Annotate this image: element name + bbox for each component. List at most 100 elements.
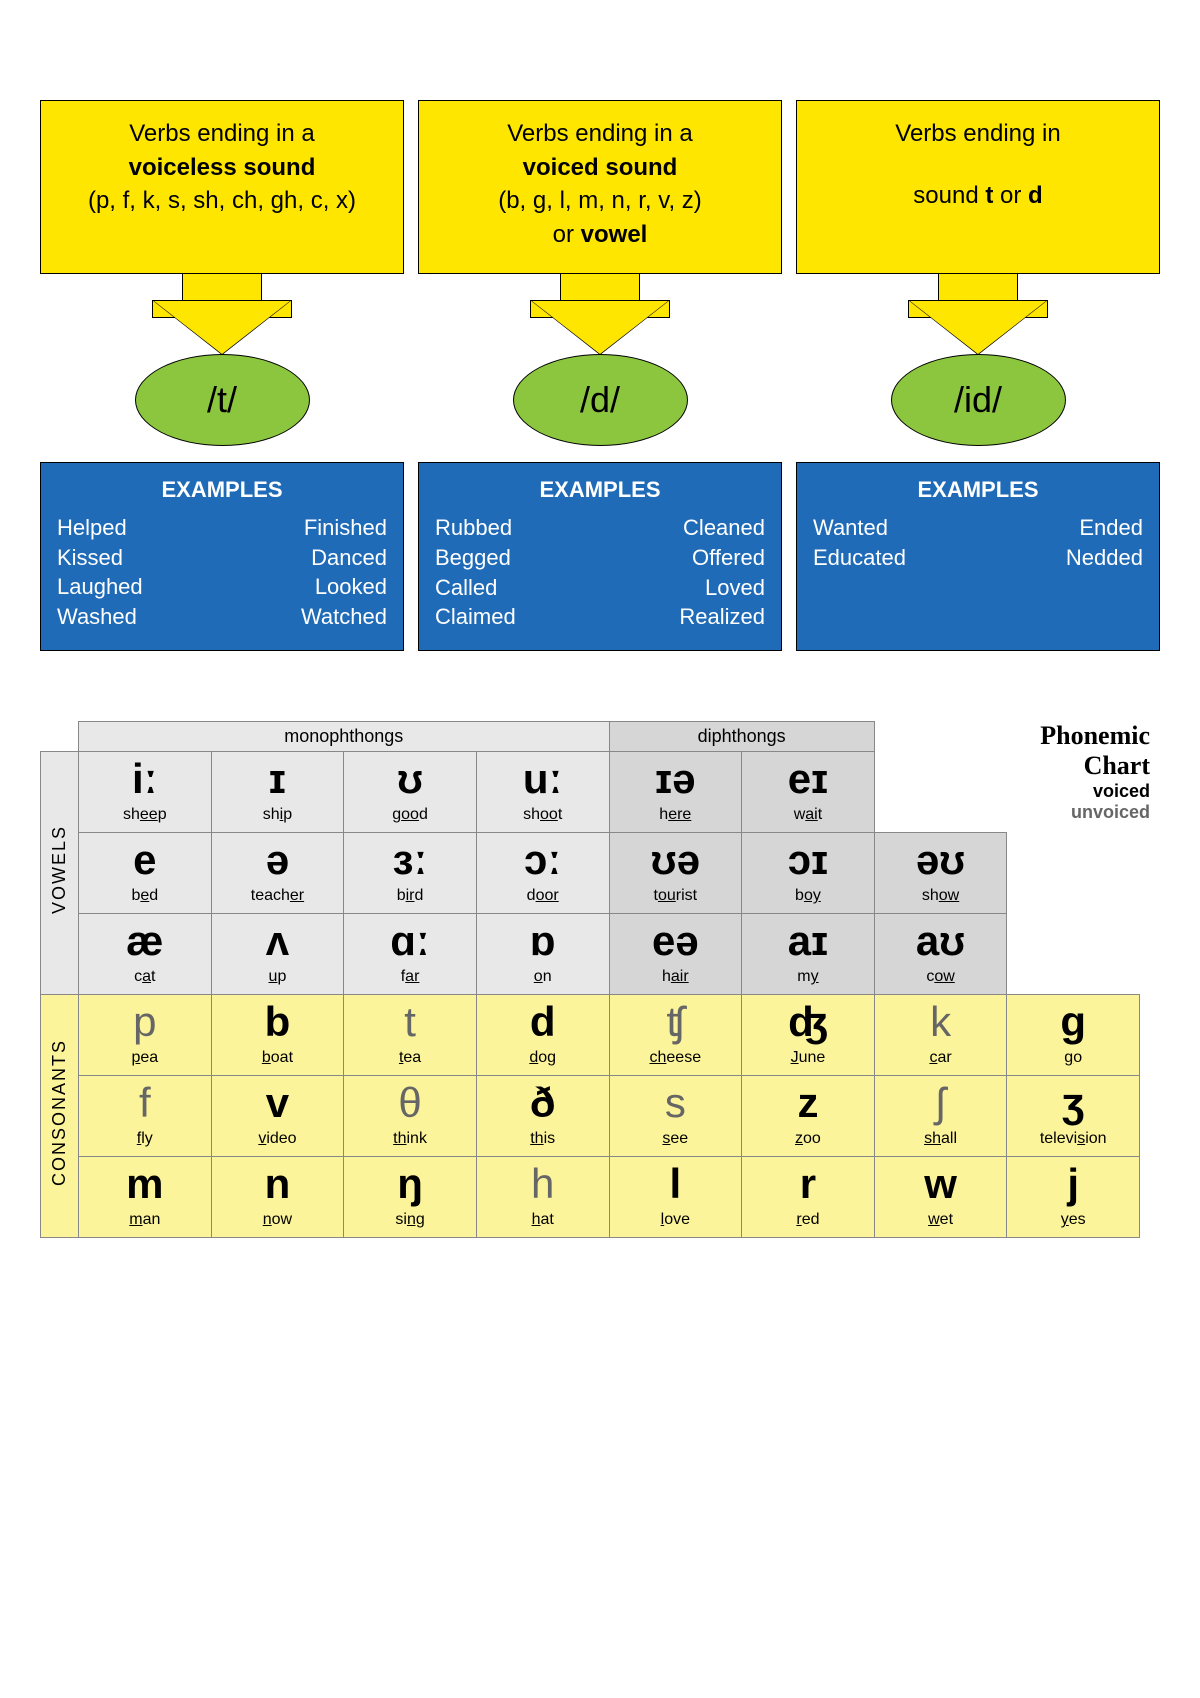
phoneme-cell-vm21: ʌ up xyxy=(211,914,344,995)
phoneme-cell-c12: θ think xyxy=(344,1076,477,1157)
phoneme-cell-empty xyxy=(1007,833,1140,914)
phoneme-cell-vm03: uː shoot xyxy=(476,752,609,833)
rules-row: Verbs ending in a voiceless sound (p, f,… xyxy=(40,100,1160,651)
phoneme-cell-vd01: eɪ wait xyxy=(742,752,875,833)
rule-bold: voiced sound xyxy=(523,154,678,181)
phoneme-cell-empty xyxy=(874,752,1007,833)
phoneme-cell-vm00: iː sheep xyxy=(79,752,212,833)
header-monophthongs: monophthongs xyxy=(79,722,610,752)
phoneme-cell-c10: f fly xyxy=(79,1076,212,1157)
sound-ellipse-t: /t/ xyxy=(135,354,310,446)
phoneme-cell-c01: b boat xyxy=(211,995,344,1076)
examples-right-t: FinishedDancedLookedWatched xyxy=(301,513,387,632)
phoneme-cell-c25: r red xyxy=(742,1157,875,1238)
rule-box-d: Verbs ending in a voiced sound (b, g, l,… xyxy=(418,100,782,274)
phonemic-body: VOWELS iː sheep ɪ ship ʊ good uː shoot ɪ… xyxy=(41,752,1140,1238)
chart-title-l2: Chart xyxy=(1040,751,1150,781)
phoneme-cell-c26: w wet xyxy=(874,1157,1007,1238)
rule-line: sound xyxy=(913,182,985,209)
phoneme-cell-vd11: ɔɪ boy xyxy=(742,833,875,914)
phoneme-cell-vd10: ʊə tourist xyxy=(609,833,742,914)
phoneme-cell-vd20: eə hair xyxy=(609,914,742,995)
phoneme-cell-empty xyxy=(1007,914,1140,995)
corner-empty xyxy=(41,722,79,752)
phoneme-cell-c03: d dog xyxy=(476,995,609,1076)
chart-title-unvoiced: unvoiced xyxy=(1040,802,1150,823)
phoneme-cell-c05: ʤ June xyxy=(742,995,875,1076)
sound-ellipse-d: /d/ xyxy=(513,354,688,446)
examples-right-d: CleanedOfferedLovedRealized xyxy=(679,513,765,632)
phoneme-cell-c16: ʃ shall xyxy=(874,1076,1007,1157)
phonemic-chart-title: Phonemic Chart voiced unvoiced xyxy=(1040,721,1150,823)
rule-bold: voiceless sound xyxy=(129,154,316,181)
rule-column-id: Verbs ending in sound t or d /id/ EXAMPL… xyxy=(796,100,1160,651)
examples-title: EXAMPLES xyxy=(57,477,387,503)
rule-line: or xyxy=(553,221,581,248)
phoneme-cell-c24: l love xyxy=(609,1157,742,1238)
rule-box-t: Verbs ending in a voiceless sound (p, f,… xyxy=(40,100,404,274)
arrow-icon xyxy=(418,274,782,364)
phoneme-cell-vm01: ɪ ship xyxy=(211,752,344,833)
rule-line: Verbs ending in a xyxy=(431,117,769,151)
examples-title: EXAMPLES xyxy=(813,477,1143,503)
phoneme-cell-c13: ð this xyxy=(476,1076,609,1157)
phoneme-cell-vm10: e bed xyxy=(79,833,212,914)
examples-left-d: RubbedBeggedCalledClaimed xyxy=(435,513,516,632)
arrow-icon xyxy=(40,274,404,364)
phoneme-cell-vm02: ʊ good xyxy=(344,752,477,833)
phoneme-cell-c17: ʒ television xyxy=(1007,1076,1140,1157)
phoneme-cell-vm12: ɜː bird xyxy=(344,833,477,914)
rule-line: (b, g, l, m, n, r, v, z) xyxy=(431,184,769,218)
rule-line: Verbs ending in a xyxy=(53,117,391,151)
arrow-icon xyxy=(796,274,1160,364)
phoneme-cell-vd12: əʊ show xyxy=(874,833,1007,914)
rule-line: (p, f, k, s, sh, ch, gh, c, x) xyxy=(53,184,391,218)
phoneme-cell-c06: k car xyxy=(874,995,1007,1076)
rule-box-id: Verbs ending in sound t or d xyxy=(796,100,1160,274)
examples-right-id: EndedNedded xyxy=(1066,513,1143,572)
phoneme-cell-c15: z zoo xyxy=(742,1076,875,1157)
phoneme-cell-c21: n now xyxy=(211,1157,344,1238)
examples-left-t: HelpedKissedLaughedWashed xyxy=(57,513,143,632)
phoneme-cell-vm20: æ cat xyxy=(79,914,212,995)
phoneme-cell-vd22: aʊ cow xyxy=(874,914,1007,995)
sound-text: /t/ xyxy=(207,379,237,421)
phoneme-cell-vm13: ɔː door xyxy=(476,833,609,914)
phoneme-cell-vd00: ɪə here xyxy=(609,752,742,833)
phoneme-cell-c07: g go xyxy=(1007,995,1140,1076)
phoneme-cell-vd21: aɪ my xyxy=(742,914,875,995)
sound-text: /d/ xyxy=(580,379,620,421)
sound-text: /id/ xyxy=(954,379,1002,421)
phoneme-cell-c22: ŋ sing xyxy=(344,1157,477,1238)
phoneme-cell-vm23: ɒ on xyxy=(476,914,609,995)
phoneme-cell-c27: j yes xyxy=(1007,1157,1140,1238)
phonemic-table: monophthongs diphthongs VOWELS iː sheep … xyxy=(40,721,1140,1238)
examples-left-id: WantedEducated xyxy=(813,513,906,572)
rule-bold: vowel xyxy=(581,221,648,248)
examples-box-d: EXAMPLES RubbedBeggedCalledClaimed Clean… xyxy=(418,462,782,651)
phonemic-chart: Phonemic Chart voiced unvoiced monophtho… xyxy=(40,721,1160,1238)
phoneme-cell-c14: s see xyxy=(609,1076,742,1157)
rule-line: Verbs ending in xyxy=(809,117,1147,151)
chart-title-l1: Phonemic xyxy=(1040,721,1150,751)
examples-box-id: EXAMPLES WantedEducated EndedNedded xyxy=(796,462,1160,651)
sound-ellipse-id: /id/ xyxy=(891,354,1066,446)
rule-bold: d xyxy=(1028,182,1043,209)
header-diphthongs: diphthongs xyxy=(609,722,874,752)
phonemic-header: monophthongs diphthongs xyxy=(41,722,1140,752)
phoneme-cell-c20: m man xyxy=(79,1157,212,1238)
phoneme-cell-c11: v video xyxy=(211,1076,344,1157)
phoneme-cell-vm22: ɑː far xyxy=(344,914,477,995)
phoneme-cell-c23: h hat xyxy=(476,1157,609,1238)
rule-column-d: Verbs ending in a voiced sound (b, g, l,… xyxy=(418,100,782,651)
phoneme-cell-vm11: ə teacher xyxy=(211,833,344,914)
phoneme-cell-c00: p pea xyxy=(79,995,212,1076)
rule-line: or xyxy=(993,182,1028,209)
side-label-vowels: VOWELS xyxy=(41,752,79,995)
phoneme-cell-c02: t tea xyxy=(344,995,477,1076)
rule-column-t: Verbs ending in a voiceless sound (p, f,… xyxy=(40,100,404,651)
examples-title: EXAMPLES xyxy=(435,477,765,503)
phoneme-cell-c04: ʧ cheese xyxy=(609,995,742,1076)
examples-box-t: EXAMPLES HelpedKissedLaughedWashed Finis… xyxy=(40,462,404,651)
chart-title-voiced: voiced xyxy=(1040,781,1150,802)
